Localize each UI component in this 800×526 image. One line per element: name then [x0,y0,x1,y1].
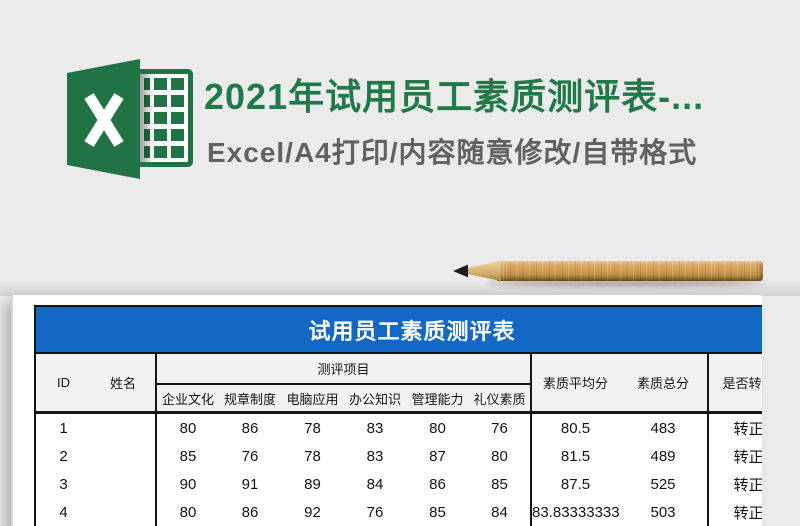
cell-score: 86 [219,498,281,526]
pencil-lead-tip [453,264,468,278]
cell-score: 90 [155,470,219,498]
column-header-total: 素质总分 [636,376,689,391]
cell-score: 85 [406,498,469,526]
paper-sheet: 试用员工素质测评表 ID 姓名 测评项目 素质平均分 素质总分 是否转正 [13,295,762,526]
table-row: 1 80 86 78 83 80 76 80.5 483 转正 [35,412,762,442]
column-header-sub-2: 规章制度 [219,384,281,414]
table-title-row: 试用员工素质测评表 [35,306,762,354]
cell-avg: 83.83333333 [530,498,619,526]
pencil-body [497,261,763,281]
cell-score: 92 [281,498,344,526]
cell-name [91,498,156,526]
cell-total: 525 [619,470,708,498]
cell-id: 1 [35,412,91,442]
table-title: 试用员工素质测评表 [35,306,762,354]
page-subtitle: Excel/A4打印/内容随意修改/自带格式 [207,137,698,168]
cell-id: 3 [35,470,91,498]
cell-score: 80 [155,412,219,442]
cell-avg: 81.5 [530,442,619,470]
cell-status: 转正 [706,498,762,526]
column-header-id: ID [57,375,71,390]
cell-status: 转正 [706,442,762,470]
column-header-avg-total: 素质平均分 素质总分 [530,353,708,414]
column-header-sub-5: 管理能力 [406,384,469,414]
cell-status: 转正 [706,412,762,442]
cell-score: 84 [344,470,406,498]
cell-total: 489 [619,442,708,470]
cell-status: 转正 [706,470,762,498]
cell-avg: 87.5 [530,470,619,498]
column-header-group: 测评项目 [155,353,531,385]
header-row-1: ID 姓名 测评项目 素质平均分 素质总分 是否转正 [35,353,762,414]
table-row: 3 90 91 89 84 86 85 87.5 525 转正 [35,470,762,498]
cell-total: 503 [619,498,708,526]
excel-icon [67,59,193,179]
cell-id: 4 [35,498,91,526]
column-header-id-name: ID 姓名 [35,353,156,414]
cell-name [91,412,156,442]
cell-score: 84 [469,498,531,526]
cell-score: 83 [344,442,406,470]
pencil-image [453,261,763,281]
column-header-name: 姓名 [110,376,137,391]
cell-score: 78 [281,412,344,442]
cell-score: 78 [281,442,344,470]
cell-score: 89 [281,470,344,498]
cell-score: 80 [469,442,531,470]
cell-score: 91 [219,470,281,498]
page-title: 2021年试用员工素质测评表-... [204,76,705,117]
cell-score: 80 [406,412,469,442]
cell-score: 85 [469,470,531,498]
table-row: 4 80 86 92 76 85 84 83.83333333 503 转正 [35,498,762,526]
cell-name [91,442,156,470]
cell-avg: 80.5 [530,412,619,442]
cell-score: 76 [469,412,531,442]
column-header-sub-4: 办公知识 [344,384,406,414]
column-header-sub-1: 企业文化 [155,384,219,414]
cell-id: 2 [35,442,91,470]
header-row-2: 企业文化 规章制度 电脑应用 办公知识 管理能力 礼仪素质 [35,384,762,414]
cell-score: 86 [406,470,469,498]
cell-score: 86 [219,412,281,442]
column-header-sub-6: 礼仪素质 [469,384,531,414]
cell-total: 483 [619,412,708,442]
cell-score: 80 [155,498,219,526]
cell-score: 87 [406,442,469,470]
eval-table: 试用员工素质测评表 ID 姓名 测评项目 素质平均分 素质总分 是否转正 [34,305,762,526]
cell-score: 85 [155,442,219,470]
column-header-sub-3: 电脑应用 [281,384,344,414]
table-row: 2 85 76 78 83 87 80 81.5 489 转正 [35,442,762,470]
column-header-avg: 素质平均分 [542,376,608,391]
cell-score: 76 [344,498,406,526]
cell-score: 76 [219,442,281,470]
column-header-status: 是否转正 [706,353,762,414]
cell-score: 83 [344,412,406,442]
cell-name [91,470,156,498]
